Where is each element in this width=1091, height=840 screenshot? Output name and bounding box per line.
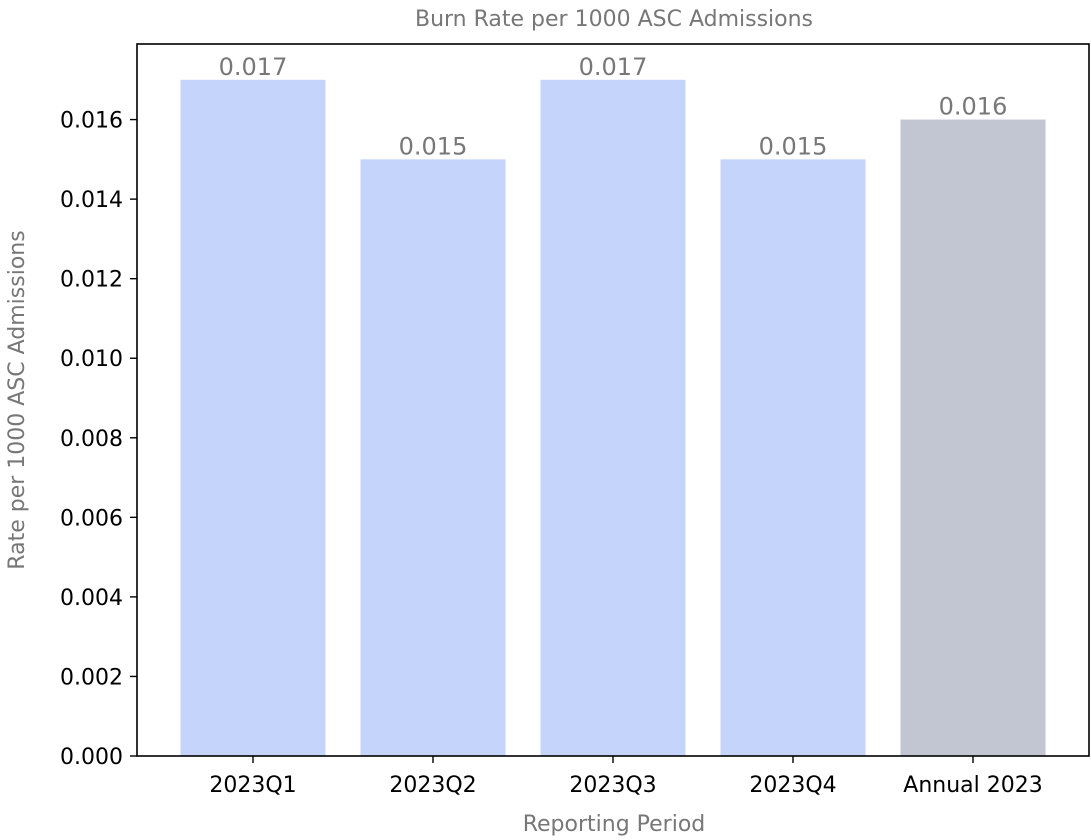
y-tick-label-3: 0.004 bbox=[60, 586, 123, 611]
y-tick-label-8: 0.014 bbox=[60, 188, 123, 213]
y-ticks-group: 0.000 0.002 0.004 0.006 0.008 0.010 0.012 0.014… bbox=[60, 109, 137, 770]
y-tick-label-1: 0.000 bbox=[60, 745, 123, 770]
y-tick-label-4: 0.006 bbox=[60, 506, 123, 531]
y-tick-label-5: 0.008 bbox=[60, 427, 123, 452]
x-ticks-group: 2023Q1 2023Q2 2023Q3 2023Q4 Annual 2023 bbox=[209, 756, 1043, 798]
data-labels-group: 0.017 0.015 0.017 0.015 0.016 bbox=[219, 53, 1008, 161]
bar-4 bbox=[720, 159, 866, 757]
y-tick-label-2: 0.002 bbox=[60, 665, 123, 690]
bars-group bbox=[180, 79, 1046, 757]
y-tick-label-9: 0.016 bbox=[60, 109, 123, 134]
bar-1 bbox=[180, 79, 326, 756]
bar-value-label-4: 0.015 bbox=[759, 132, 828, 160]
x-tick-label-2: 2023Q2 bbox=[389, 773, 476, 798]
x-tick-label-4: 2023Q4 bbox=[749, 773, 836, 798]
y-axis-title: Rate per 1000 ASC Admissions bbox=[5, 230, 30, 569]
bar-value-label-5: 0.016 bbox=[939, 93, 1008, 121]
bar-5 bbox=[900, 119, 1046, 756]
x-axis-title: Reporting Period bbox=[523, 812, 706, 837]
x-tick-label-5: Annual 2023 bbox=[903, 773, 1042, 798]
bar-value-label-3: 0.017 bbox=[579, 53, 648, 81]
bar-value-label-1: 0.017 bbox=[219, 53, 288, 81]
plot-frame bbox=[136, 43, 1090, 757]
x-tick-label-3: 2023Q3 bbox=[569, 773, 656, 798]
bar-3 bbox=[540, 79, 686, 756]
chart-title: Burn Rate per 1000 ASC Admissions bbox=[415, 7, 813, 32]
bar-value-label-2: 0.015 bbox=[399, 132, 468, 160]
bar-2 bbox=[360, 159, 506, 757]
x-tick-label-1: 2023Q1 bbox=[209, 773, 296, 798]
y-tick-label-7: 0.012 bbox=[60, 268, 123, 293]
y-tick-label-6: 0.010 bbox=[60, 347, 123, 372]
